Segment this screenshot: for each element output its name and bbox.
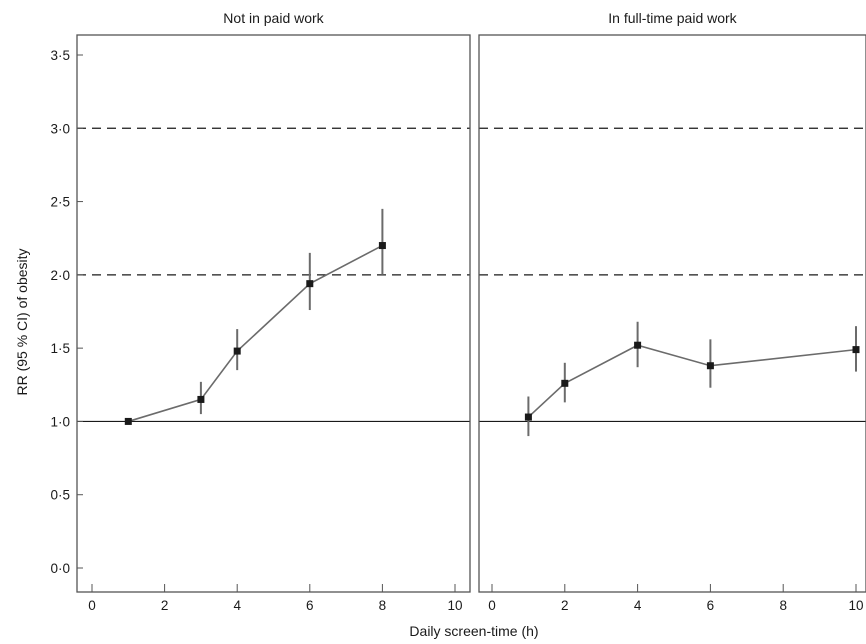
x-tick-label: 6 xyxy=(306,598,314,613)
series-line xyxy=(128,244,383,423)
panel-frame xyxy=(76,34,471,593)
panel-title: Not in paid work xyxy=(223,10,324,26)
panel-full-time-paid-work: In full-time paid work 0 2 4 6 8 10 xyxy=(478,10,866,613)
x-tick-label: 8 xyxy=(779,598,787,613)
panel-frame xyxy=(478,34,866,593)
x-tick-label: 2 xyxy=(561,598,569,613)
y-tick-label: 2·0 xyxy=(50,268,70,283)
series-line xyxy=(527,344,857,418)
x-tick-label: 4 xyxy=(233,598,241,613)
data-point xyxy=(306,280,314,288)
x-tick-label: 4 xyxy=(634,598,642,613)
x-tick-label: 10 xyxy=(848,598,863,613)
y-tick-label: 3·5 xyxy=(50,48,70,63)
data-point xyxy=(852,346,860,354)
data-point xyxy=(634,341,642,349)
data-point xyxy=(561,379,569,387)
y-tick-label: 0·5 xyxy=(50,488,70,503)
x-tick-label: 2 xyxy=(161,598,169,613)
panel-title: In full-time paid work xyxy=(608,10,737,26)
data-point xyxy=(378,242,386,250)
panel-not-in-paid-work: Not in paid work 0·0 0·5 1·0 1·5 2·0 2·5 3·0 3·5… xyxy=(50,10,471,613)
x-tick-label: 0 xyxy=(488,598,496,613)
x-tick-label: 8 xyxy=(379,598,387,613)
data-point xyxy=(524,413,532,421)
x-axis-label: Daily screen-time (h) xyxy=(409,623,538,639)
data-point xyxy=(706,362,714,370)
data-point xyxy=(197,395,205,403)
data-point xyxy=(124,417,132,425)
x-tick-label: 10 xyxy=(447,598,462,613)
data-point xyxy=(233,347,241,355)
y-tick-label: 2·5 xyxy=(50,195,70,210)
y-tick-label: 1·5 xyxy=(50,341,70,356)
y-tick-label: 0·0 xyxy=(50,561,70,576)
y-tick-label: 3·0 xyxy=(50,121,70,136)
x-tick-label: 6 xyxy=(707,598,715,613)
y-tick-label: 1·0 xyxy=(50,414,70,429)
x-tick-label: 0 xyxy=(88,598,96,613)
y-axis-label: RR (95 % CI) of obesity xyxy=(14,248,30,395)
